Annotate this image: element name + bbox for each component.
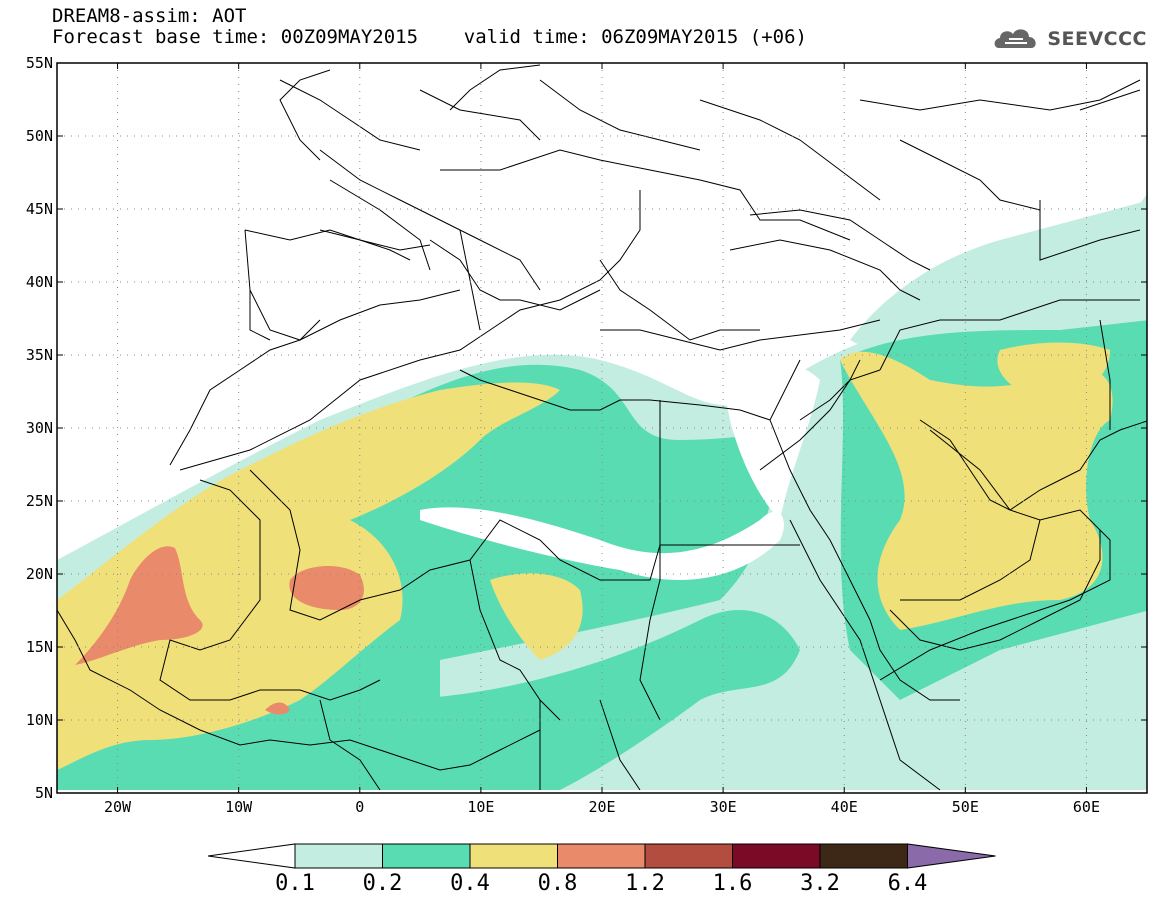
colorbar-low-arrow bbox=[207, 843, 296, 869]
colorbar-segment bbox=[819, 843, 908, 869]
lat-tick-label: 15N bbox=[26, 638, 53, 656]
lon-tick-label: 10E bbox=[467, 798, 494, 816]
lon-tick-label: 30E bbox=[710, 798, 737, 816]
latitude-axis: 5N 10N 15N 20N 25N 30N 35N 40N 45N 50N 55N bbox=[26, 54, 1147, 802]
longitude-axis: 20W 10W 0 10E 20E 30E 40E 50E 60E bbox=[104, 63, 1100, 816]
seevccc-logo: SEEVCCC bbox=[991, 24, 1147, 54]
colorbar-segment bbox=[294, 843, 383, 869]
lat-tick-label: 40N bbox=[26, 273, 53, 291]
colorbar-level-label: 0.8 bbox=[538, 871, 578, 896]
colorbar-high-arrow bbox=[907, 843, 996, 869]
lat-tick-label: 35N bbox=[26, 346, 53, 364]
map-title: DREAM8-assim: AOT bbox=[52, 5, 247, 27]
colorbar-level-label: 3.2 bbox=[800, 871, 840, 896]
lat-tick-label: 45N bbox=[26, 200, 53, 218]
country-borders bbox=[159, 79, 1141, 791]
lon-tick-label: 40E bbox=[831, 798, 858, 816]
colorbar-level-label: 0.1 bbox=[275, 871, 315, 896]
logo-text: SEEVCCC bbox=[1047, 28, 1147, 50]
colorbar-segment bbox=[382, 843, 471, 869]
lat-tick-label: 20N bbox=[26, 565, 53, 583]
lon-tick-label: 50E bbox=[952, 798, 979, 816]
colorbar-segment bbox=[732, 843, 821, 869]
colorbar-segment bbox=[469, 843, 558, 869]
aot-band-0.8-1.2 bbox=[75, 546, 364, 715]
colorbar-level-label: 6.4 bbox=[888, 871, 928, 896]
colorbar-level-label: 0.2 bbox=[363, 871, 403, 896]
lat-tick-label: 5N bbox=[35, 784, 53, 802]
graticule bbox=[57, 63, 1147, 793]
lat-tick-label: 10N bbox=[26, 711, 53, 729]
colorbar-level-label: 1.2 bbox=[625, 871, 665, 896]
lon-tick-label: 20W bbox=[104, 798, 132, 816]
lon-tick-label: 0 bbox=[355, 798, 364, 816]
coastlines bbox=[57, 64, 1147, 771]
lat-tick-label: 55N bbox=[26, 54, 53, 72]
lon-tick-label: 10W bbox=[225, 798, 253, 816]
lat-tick-label: 50N bbox=[26, 127, 53, 145]
lon-tick-label: 20E bbox=[588, 798, 615, 816]
colorbar-level-label: 0.4 bbox=[450, 871, 490, 896]
lat-tick-label: 25N bbox=[26, 492, 53, 510]
colorbar-segment bbox=[557, 843, 646, 869]
forecast-time-line: Forecast base time: 00Z09MAY2015 valid t… bbox=[52, 26, 807, 48]
lat-tick-label: 30N bbox=[26, 419, 53, 437]
colorbar-segment bbox=[644, 843, 733, 869]
colorbar: 0.1 0.2 0.4 0.8 1.2 1.6 3.2 6.4 bbox=[207, 843, 996, 896]
lon-tick-label: 60E bbox=[1073, 798, 1100, 816]
colorbar-level-label: 1.6 bbox=[713, 871, 753, 896]
cloud-icon bbox=[994, 29, 1036, 48]
